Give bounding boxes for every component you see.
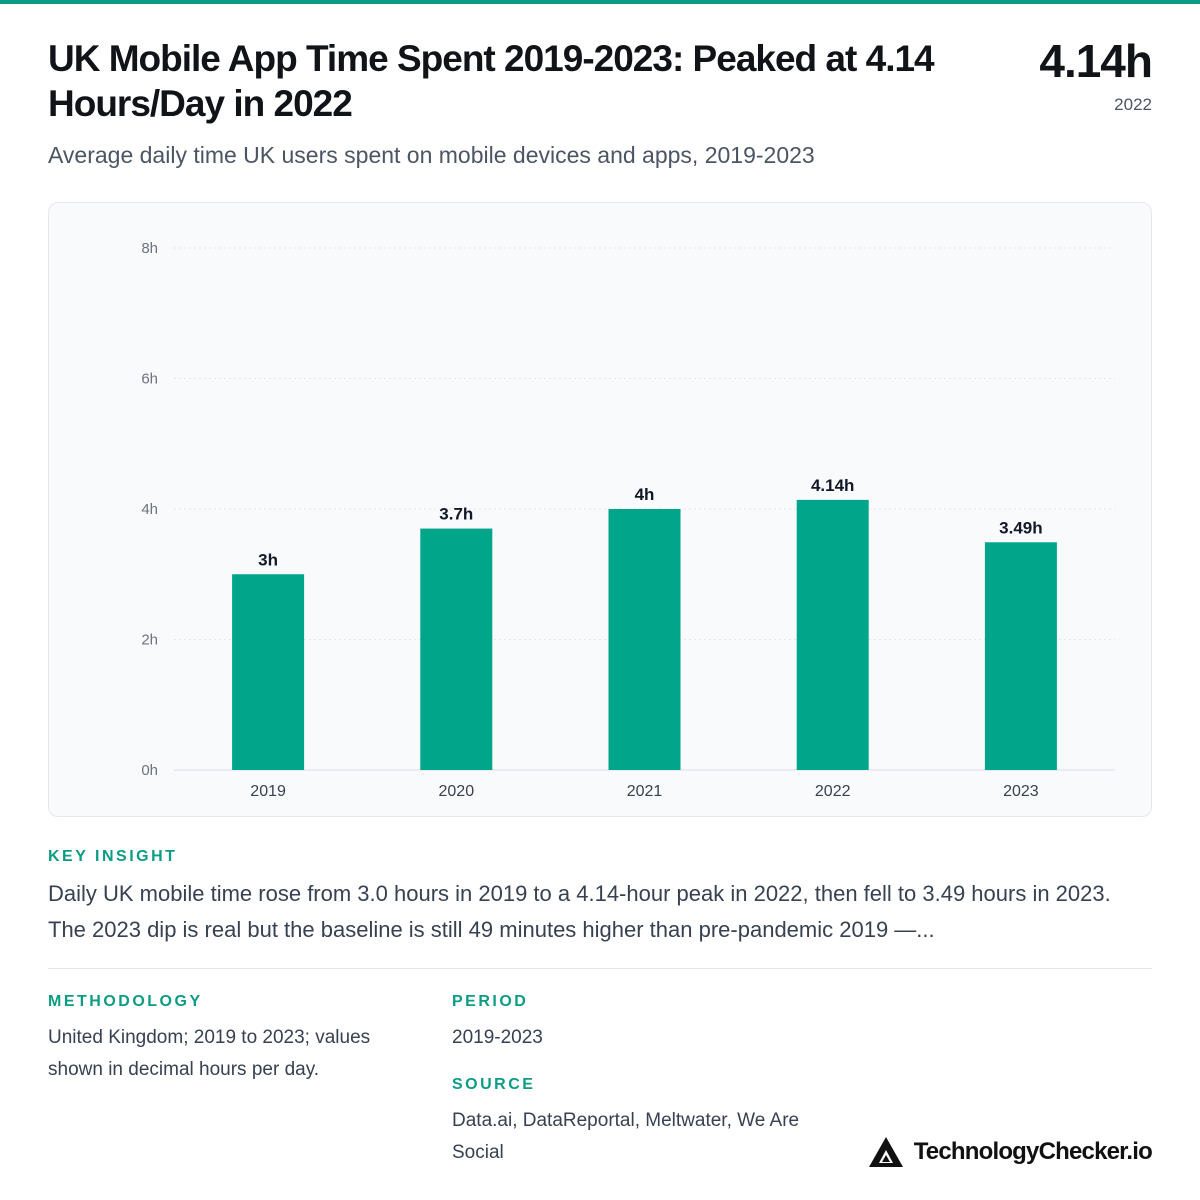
y-tick-label: 2h (141, 632, 158, 649)
bar (608, 509, 681, 770)
period-text: 2019-2023 (452, 1027, 543, 1048)
x-tick-label: 2021 (627, 783, 663, 800)
source-label: SOURCE (452, 1076, 536, 1093)
insight-text: Daily UK mobile time rose from 3.0 hours… (48, 881, 1111, 942)
bar-value-label: 4h (635, 485, 655, 504)
brand-name: TechnologyChecker.io (913, 1138, 1153, 1165)
y-tick-label: 6h (141, 371, 158, 388)
bar (420, 528, 493, 770)
bar-value-label: 3h (258, 550, 278, 569)
x-tick-label: 2023 (1003, 783, 1039, 800)
bar-value-label: 4.14h (811, 476, 854, 495)
x-tick-label: 2020 (439, 783, 475, 800)
triangle-logo-icon (868, 1137, 903, 1167)
methodology-label: METHODOLOGY (48, 993, 203, 1010)
bar-value-label: 3.49h (999, 518, 1042, 537)
bar-value-label: 3.7h (439, 505, 473, 524)
section-divider (48, 968, 1152, 969)
headline-year: 2022 (1114, 95, 1152, 114)
y-tick-label: 4h (141, 501, 158, 518)
bar (796, 499, 869, 770)
x-tick-label: 2019 (250, 783, 286, 800)
chart-card: 0h 2h 4h 6h 8h 3h 2019 3.7h 2020 4h 2021 4.14h 2022 3… (48, 202, 1152, 817)
bar-chart: 0h 2h 4h 6h 8h 3h 2019 3.7h 2020 4h 2021 4.14h 2022 3… (141, 240, 1115, 800)
page-subtitle: Average daily time UK users spent on mob… (48, 142, 815, 168)
insight-label: KEY INSIGHT (48, 848, 178, 865)
bar (984, 542, 1057, 770)
brand: TechnologyChecker.io (868, 1136, 1153, 1168)
y-tick-label: 8h (141, 240, 158, 257)
methodology-text: United Kingdom; 2019 to 2023; values sho… (48, 1027, 371, 1080)
page-title: UK Mobile App Time Spent 2019-2023: Peak… (48, 38, 935, 124)
headline-value: 4.14h (1039, 35, 1153, 87)
top-accent-rule (0, 0, 1200, 4)
source-text: Data.ai, DataReportal, Meltwater, We Are… (452, 1110, 800, 1163)
y-tick-label: 0h (141, 762, 158, 779)
bar (232, 574, 305, 770)
x-tick-label: 2022 (815, 783, 851, 800)
period-label: PERIOD (452, 993, 529, 1010)
